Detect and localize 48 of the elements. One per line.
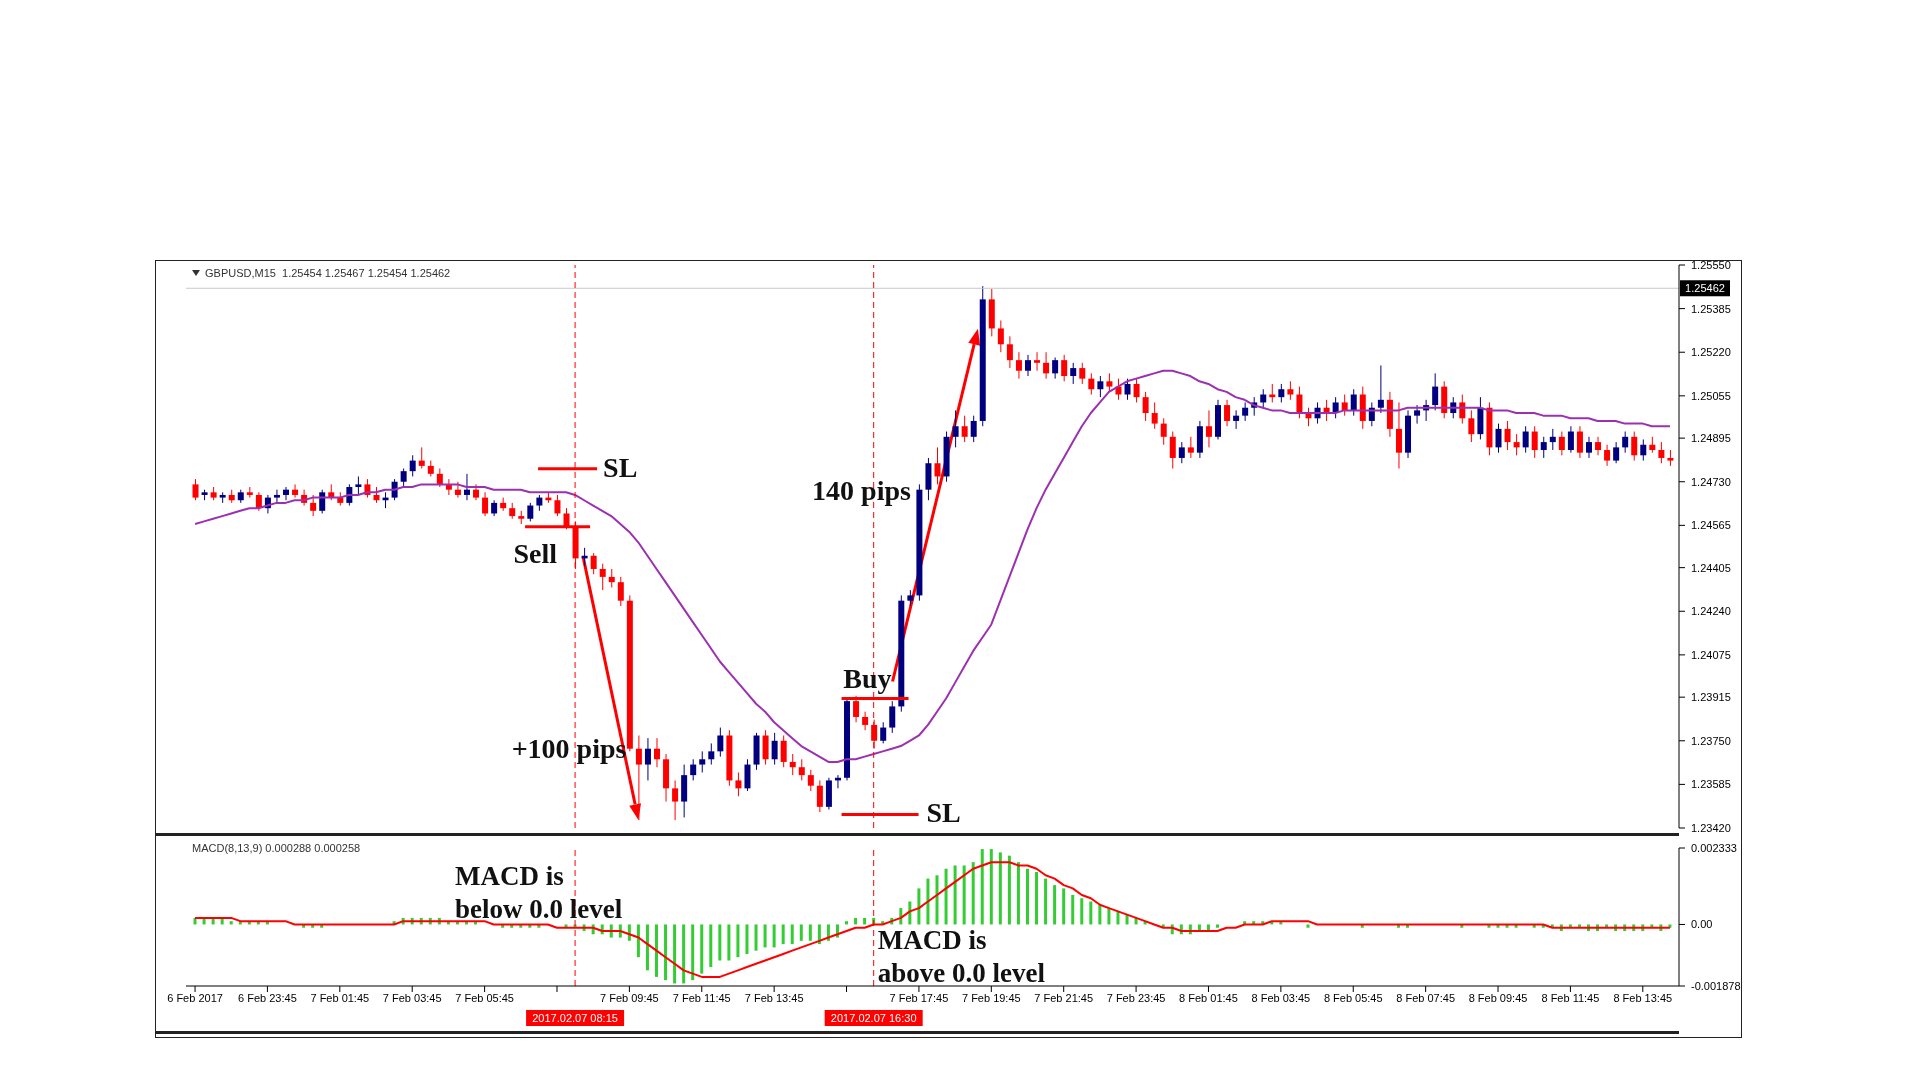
- x-tick-label: 7 Feb 17:45: [889, 991, 949, 1004]
- annotation: MACD is below 0.0 level: [455, 860, 623, 926]
- y-tick-label: 0.002333: [1691, 842, 1737, 854]
- y-tick-label: 1.23420: [1691, 822, 1731, 834]
- x-tick-label: 8 Feb 03:45: [1251, 991, 1311, 1004]
- x-tick-label: 7 Feb 13:45: [744, 991, 804, 1004]
- x-tick-label: 8 Feb 07:45: [1396, 991, 1455, 1004]
- y-tick-label: 1.25220: [1691, 346, 1731, 359]
- x-tick-label: 8 Feb 11:45: [1541, 991, 1600, 1004]
- y-tick-label: 1.24565: [1691, 519, 1731, 532]
- annotation: Sell: [513, 537, 558, 569]
- x-tick-label: 6 Feb 23:45: [238, 991, 297, 1004]
- ref-line-label: 1.25462: [1685, 282, 1725, 295]
- x-tick-label: 8 Feb 05:45: [1323, 991, 1383, 1004]
- x-tick-label: 8 Feb 13:45: [1613, 991, 1673, 1004]
- ref-line-label: 2017.02.07 16:30: [830, 1012, 917, 1024]
- annotation: SL: [926, 797, 961, 829]
- y-tick-label: 0.00: [1691, 918, 1713, 931]
- y-tick-label: 1.25055: [1691, 389, 1731, 402]
- ref-line-label: 2017.02.07 08:15: [532, 1012, 618, 1024]
- y-tick-label: -0.001878: [1691, 980, 1741, 992]
- annotation: SL: [603, 451, 638, 483]
- chart-title: GBPUSD,M15 1.25454 1.25467 1.25454 1.25462: [205, 267, 451, 279]
- x-tick-label: 8 Feb 01:45: [1179, 991, 1238, 1004]
- y-tick-label: 1.24730: [1691, 475, 1731, 488]
- x-tick-label: 6 Feb 2017: [167, 991, 223, 1004]
- y-tick-label: 1.24895: [1691, 432, 1731, 445]
- y-tick-label: 1.24405: [1691, 561, 1731, 574]
- y-tick-label: 1.24075: [1691, 648, 1731, 661]
- x-tick-label: 7 Feb 05:45: [455, 991, 514, 1004]
- y-tick-label: 1.25385: [1691, 302, 1731, 315]
- chart-title: MACD(8,13,9) 0.000288 0.000258: [192, 842, 361, 854]
- x-tick-label: 8 Feb 09:45: [1468, 991, 1528, 1004]
- x-tick-label: 7 Feb 01:45: [310, 991, 370, 1004]
- x-tick-label: 7 Feb 23:45: [1106, 991, 1166, 1004]
- y-tick-label: 1.23585: [1691, 778, 1731, 791]
- x-tick-label: 7 Feb 11:45: [672, 991, 731, 1004]
- y-tick-label: 1.24240: [1691, 605, 1731, 618]
- x-tick-label: 7 Feb 21:45: [1034, 991, 1094, 1004]
- x-tick-label: 7 Feb 03:45: [382, 991, 442, 1004]
- annotation: 140 pips: [812, 474, 912, 506]
- annotation: MACD is above 0.0 level: [877, 924, 1045, 990]
- y-tick-label: 1.25550: [1691, 259, 1731, 271]
- y-tick-label: 1.23915: [1691, 691, 1731, 704]
- y-tick-label: 1.23750: [1691, 734, 1731, 747]
- annotation: Buy: [843, 663, 892, 695]
- x-tick-label: 7 Feb 09:45: [600, 991, 659, 1004]
- x-tick-label: 7 Feb 19:45: [961, 991, 1021, 1004]
